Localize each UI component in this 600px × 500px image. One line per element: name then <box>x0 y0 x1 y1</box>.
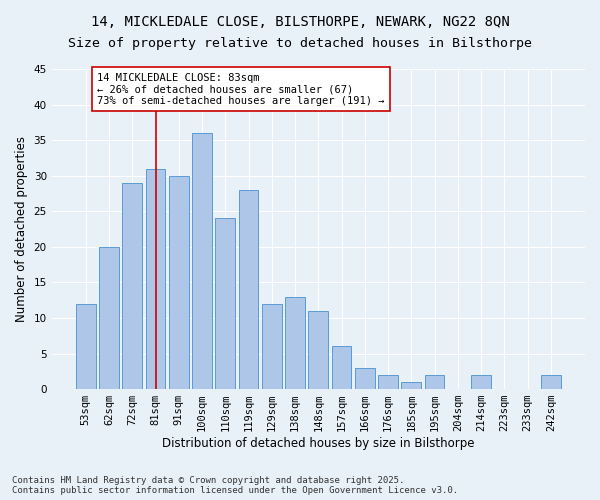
Bar <box>146 168 166 389</box>
X-axis label: Distribution of detached houses by size in Bilsthorpe: Distribution of detached houses by size … <box>162 437 475 450</box>
Bar <box>192 133 212 389</box>
Bar <box>285 296 305 389</box>
Bar <box>308 311 328 389</box>
Y-axis label: Number of detached properties: Number of detached properties <box>15 136 28 322</box>
Text: Contains HM Land Registry data © Crown copyright and database right 2025.
Contai: Contains HM Land Registry data © Crown c… <box>12 476 458 495</box>
Bar <box>378 375 398 389</box>
Bar <box>355 368 375 389</box>
Bar <box>99 247 119 389</box>
Bar <box>215 218 235 389</box>
Bar <box>332 346 352 389</box>
Bar <box>169 176 188 389</box>
Bar <box>401 382 421 389</box>
Bar <box>122 183 142 389</box>
Bar <box>471 375 491 389</box>
Bar <box>239 190 259 389</box>
Bar <box>541 375 561 389</box>
Bar <box>76 304 95 389</box>
Bar <box>425 375 445 389</box>
Text: Size of property relative to detached houses in Bilsthorpe: Size of property relative to detached ho… <box>68 38 532 51</box>
Bar <box>262 304 282 389</box>
Text: 14 MICKLEDALE CLOSE: 83sqm
← 26% of detached houses are smaller (67)
73% of semi: 14 MICKLEDALE CLOSE: 83sqm ← 26% of deta… <box>97 72 385 106</box>
Text: 14, MICKLEDALE CLOSE, BILSTHORPE, NEWARK, NG22 8QN: 14, MICKLEDALE CLOSE, BILSTHORPE, NEWARK… <box>91 15 509 29</box>
